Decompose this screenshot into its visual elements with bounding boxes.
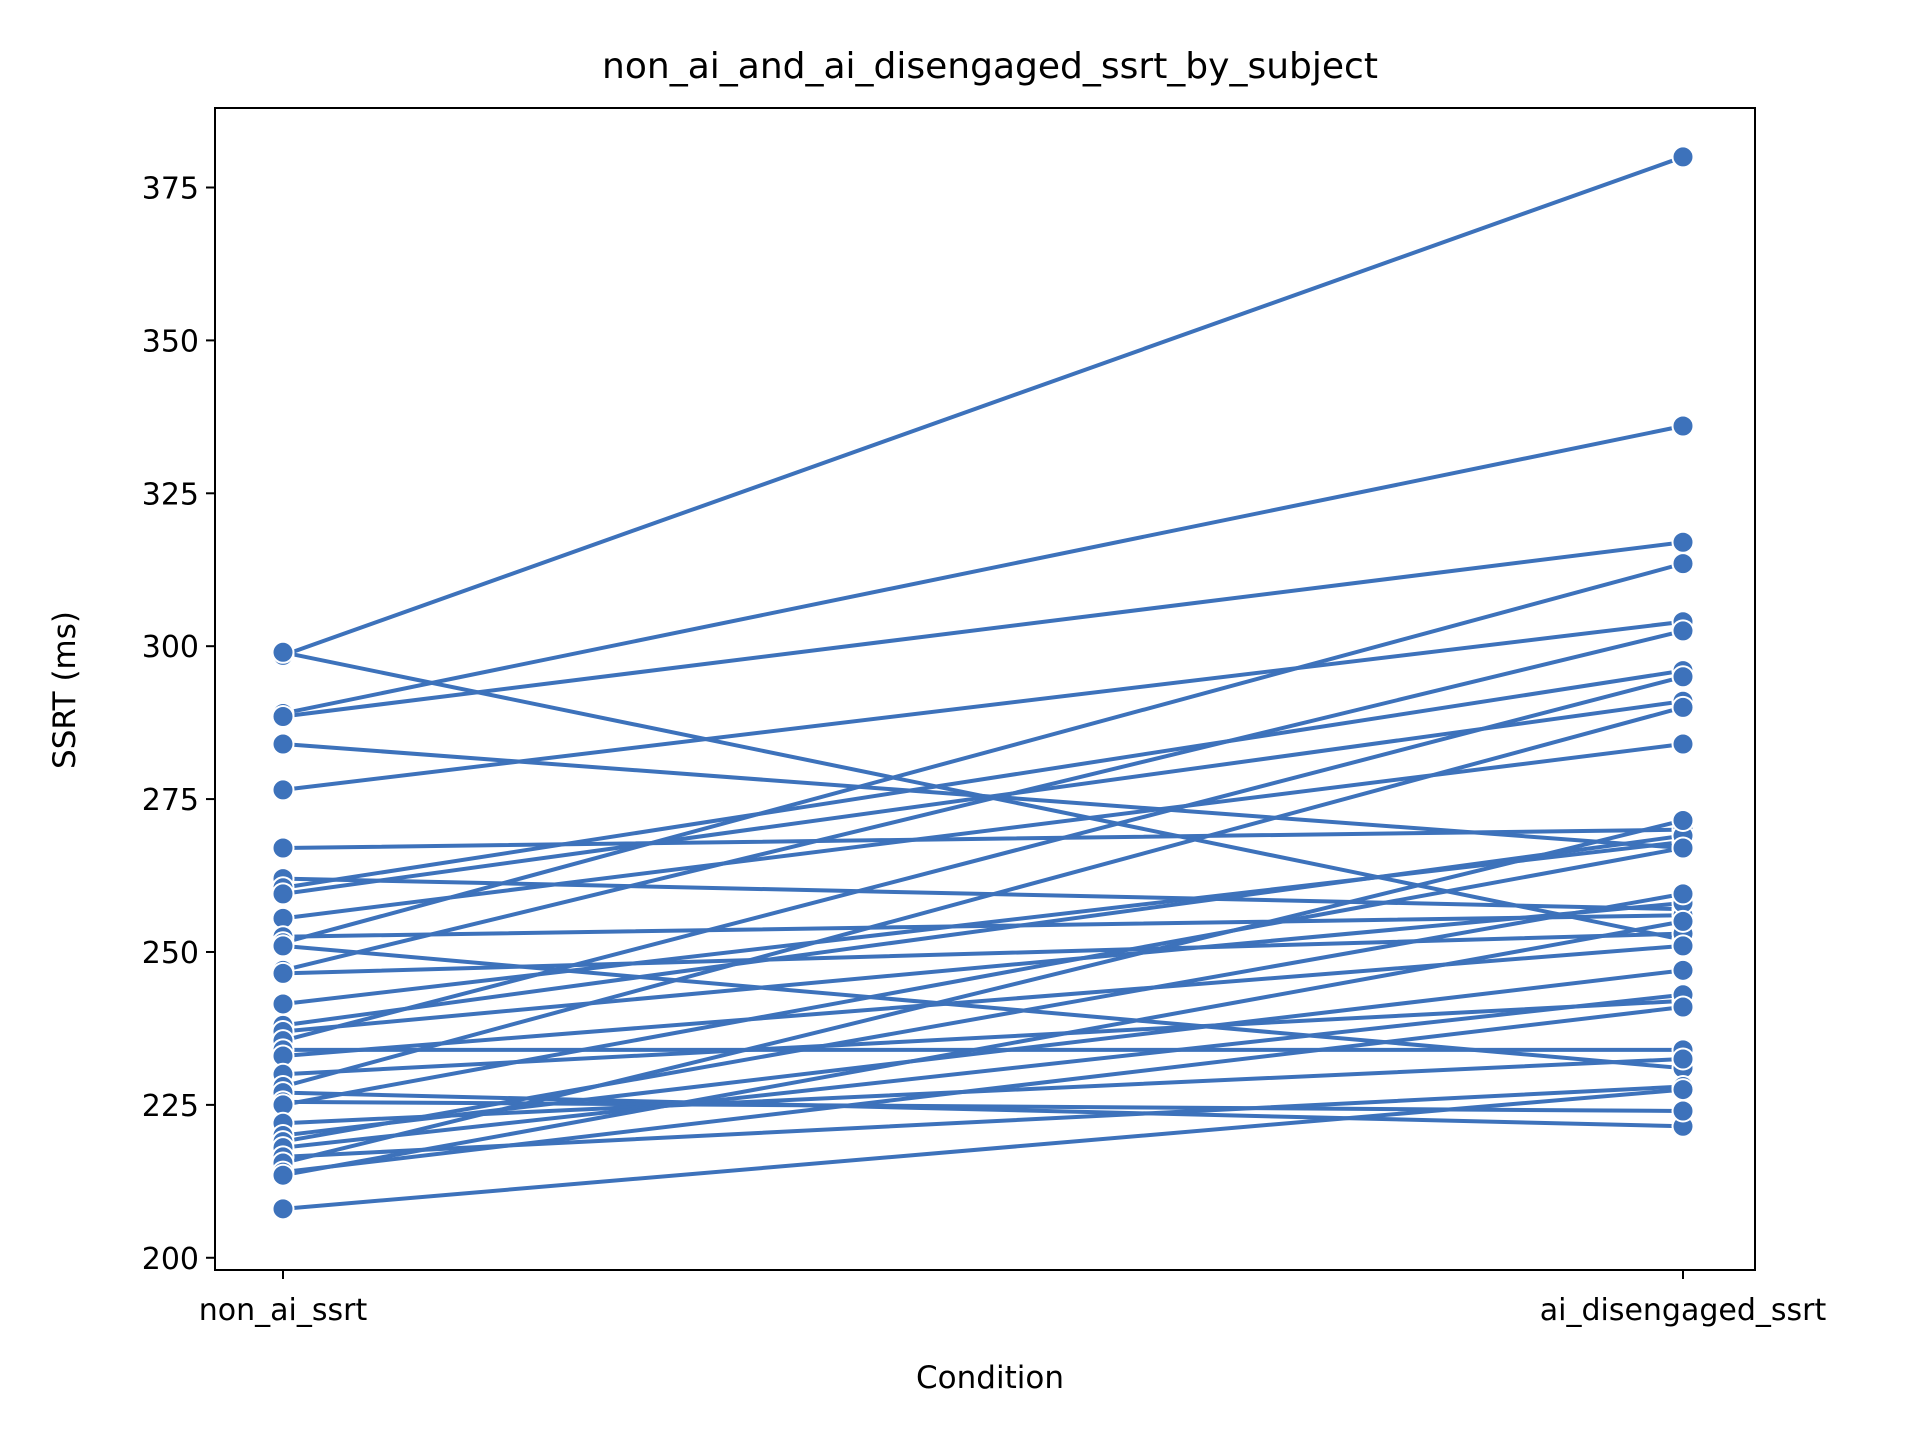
- series-line: [281, 699, 1685, 896]
- y-axis-label: SSRT (ms): [47, 611, 83, 769]
- data-point: [1671, 1099, 1695, 1123]
- data-point: [271, 1197, 295, 1221]
- data-point: [1671, 909, 1695, 933]
- data-point: [271, 934, 295, 958]
- plot-frame: [214, 107, 1756, 1271]
- data-point: [1671, 882, 1695, 906]
- y-tick-label: 375: [142, 172, 199, 207]
- data-point: [1671, 934, 1695, 958]
- series-line: [281, 901, 1685, 1034]
- series-line: [281, 1090, 1685, 1129]
- x-axis-label: Condition: [916, 1360, 1064, 1396]
- series-line: [281, 846, 1685, 1107]
- data-point: [1671, 530, 1695, 554]
- series-line: [281, 919, 1685, 1178]
- series-line: [281, 742, 1685, 921]
- data-point: [1671, 958, 1695, 982]
- chart-title: non_ai_and_ai_disengaged_ssrt_by_subject: [602, 46, 1378, 87]
- data-point: [1671, 808, 1695, 832]
- data-point: [1671, 1047, 1695, 1071]
- series-line: [281, 540, 1685, 719]
- y-tick-label: 275: [142, 783, 199, 818]
- data-point: [1671, 1078, 1695, 1102]
- y-tick-label: 300: [142, 630, 199, 665]
- series-line: [281, 1087, 1685, 1211]
- series-line: [281, 992, 1685, 1150]
- series-line: [281, 931, 1685, 976]
- y-tick-label: 250: [142, 936, 199, 971]
- y-tick-label: 200: [142, 1242, 199, 1277]
- series-line: [281, 913, 1685, 939]
- series-line: [281, 1005, 1685, 1175]
- series-line: [281, 876, 1685, 912]
- data-point: [271, 961, 295, 985]
- series-layer: [271, 145, 1695, 1221]
- data-point: [1671, 665, 1695, 689]
- axes-layer: 200 225 250 275 300 325 350 375 non_ai_ssrt ai_di…: [142, 107, 1827, 1328]
- data-point: [1671, 414, 1695, 438]
- y-tick-label: 225: [142, 1089, 199, 1124]
- data-point: [271, 705, 295, 729]
- series-line: [281, 674, 1685, 1043]
- data-point: [271, 640, 295, 664]
- series-line: [281, 424, 1685, 716]
- data-point: [271, 882, 295, 906]
- data-point: [1671, 732, 1695, 756]
- y-tick-label: 325: [142, 477, 199, 512]
- series-line: [281, 628, 1685, 973]
- data-point: [1671, 619, 1695, 643]
- x-tick-label: ai_disengaged_ssrt: [1540, 1293, 1827, 1328]
- series-line: [281, 561, 1685, 945]
- data-point: [271, 732, 295, 756]
- x-tick-label: non_ai_ssrt: [199, 1293, 368, 1328]
- y-tick-label: 350: [142, 324, 199, 359]
- data-point: [271, 778, 295, 802]
- data-point: [1671, 145, 1695, 169]
- series-line: [281, 818, 1685, 1165]
- series-line: [281, 833, 1685, 1028]
- data-point: [271, 836, 295, 860]
- series-line: [281, 705, 1685, 1089]
- data-point: [1671, 552, 1695, 576]
- series-line: [281, 827, 1685, 851]
- data-point: [1671, 836, 1695, 860]
- series-line: [281, 154, 1685, 658]
- data-point: [271, 992, 295, 1016]
- data-point: [1671, 995, 1695, 1019]
- series-line: [281, 668, 1685, 890]
- series-line: [281, 891, 1685, 1144]
- series-line: [281, 619, 1685, 792]
- data-point: [1671, 695, 1695, 719]
- data-point: [271, 1163, 295, 1187]
